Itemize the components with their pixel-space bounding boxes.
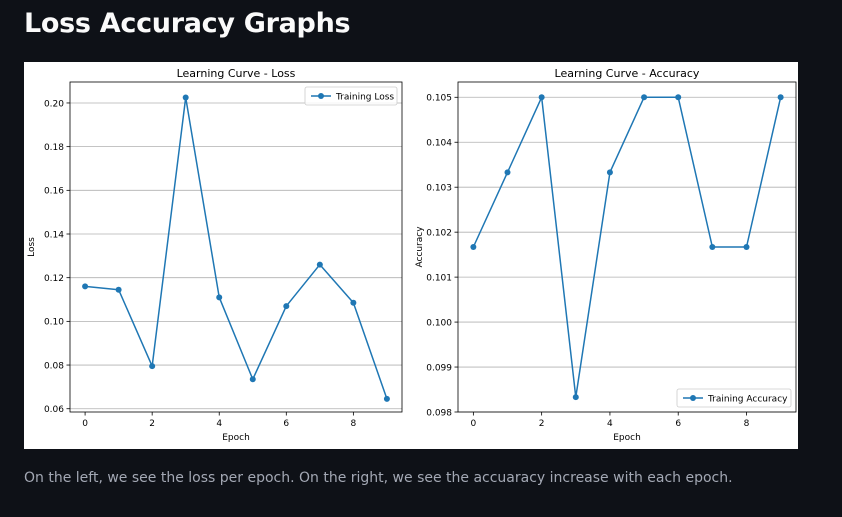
accuracy-legend: Training Accuracy — [676, 388, 792, 408]
loss-point-0 — [82, 283, 89, 290]
loss-xlabel: Epoch — [222, 433, 250, 443]
caption: On the left, we see the loss per epoch. … — [24, 470, 733, 486]
loss-legend-box — [304, 86, 398, 106]
accuracy-xtick-label-0: 0 — [470, 419, 476, 429]
loss-xtick-label-3: 6 — [283, 419, 289, 429]
accuracy-ytick-label-4: 0.102 — [426, 228, 452, 238]
page-title: Loss Accuracy Graphs — [24, 8, 351, 39]
loss-legend-marker — [318, 93, 324, 99]
accuracy-ytick-label-5: 0.103 — [426, 184, 452, 194]
accuracy-ylabel: Accuracy — [415, 226, 425, 268]
learning-curves-figure: 0.06 0.08 0.10 0.12 0.14 0.16 0.18 0.20 0 2 4 6 8 Tra… — [27, 67, 797, 443]
loss-xtick-label-1: 2 — [149, 419, 155, 429]
accuracy-legend-label: Training Accuracy — [707, 394, 788, 404]
accuracy-legend-box — [676, 388, 792, 408]
loss-ytick-label-6: 0.18 — [44, 143, 64, 153]
accuracy-ytick-label-2: 0.100 — [426, 318, 452, 328]
accuracy-point-1 — [504, 169, 511, 176]
loss-xtick-label-0: 0 — [82, 419, 88, 429]
loss-chart-title: Learning Curve - Loss — [177, 67, 296, 80]
accuracy-xtick-label-2: 4 — [607, 419, 613, 429]
accuracy-point-5 — [641, 94, 648, 101]
loss-ytick-label-2: 0.10 — [44, 318, 64, 328]
loss-point-8 — [350, 299, 357, 306]
accuracy-point-2 — [538, 94, 545, 101]
loss-point-5 — [249, 376, 256, 383]
loss-ytick-label-7: 0.20 — [44, 99, 64, 109]
loss-ylabel: Loss — [27, 237, 37, 257]
accuracy-xtick-label-3: 6 — [675, 419, 681, 429]
loss-ytick-label-3: 0.12 — [44, 274, 64, 284]
loss-point-9 — [383, 395, 390, 402]
loss-point-2 — [149, 363, 156, 370]
accuracy-ytick-label-0: 0.098 — [426, 408, 452, 418]
accuracy-point-4 — [606, 169, 613, 176]
accuracy-chart-title: Learning Curve - Accuracy — [555, 67, 700, 80]
accuracy-ytick-label-6: 0.104 — [426, 139, 452, 149]
loss-xtick-label-4: 8 — [351, 419, 357, 429]
accuracy-ytick-label-3: 0.101 — [426, 273, 452, 283]
loss-ytick-label-4: 0.14 — [44, 230, 64, 240]
accuracy-xtick-label-1: 2 — [539, 419, 545, 429]
loss-point-6 — [283, 303, 290, 310]
loss-series-line — [85, 96, 388, 400]
accuracy-point-6 — [675, 94, 682, 101]
accuracy-series-line — [472, 96, 782, 398]
loss-axes-frame — [69, 81, 403, 413]
accuracy-point-7 — [709, 244, 716, 250]
accuracy-xtick-label-4: 8 — [744, 419, 750, 429]
loss-point-4 — [216, 294, 223, 301]
accuracy-ytick-label-7: 0.105 — [426, 94, 452, 104]
accuracy-axes-frame — [457, 81, 797, 413]
accuracy-chart: 0.098 0.099 0.100 0.101 0.102 0.103 0.104 0.105… — [415, 67, 797, 443]
loss-chart: 0.06 0.08 0.10 0.12 0.14 0.16 0.18 0.20 0 2 4 6 8 Tra… — [27, 67, 403, 443]
accuracy-point-9 — [777, 94, 784, 101]
accuracy-point-0 — [470, 244, 477, 250]
loss-xtick-label-2: 4 — [216, 419, 222, 429]
loss-point-1 — [115, 286, 122, 293]
loss-ytick-label-5: 0.16 — [44, 187, 64, 197]
accuracy-legend-marker — [690, 395, 696, 401]
accuracy-point-8 — [743, 244, 750, 250]
loss-legend: Training Loss — [304, 86, 398, 106]
loss-ytick-label-1: 0.08 — [44, 361, 64, 371]
loss-point-3 — [182, 94, 189, 101]
loss-ytick-label-0: 0.06 — [44, 405, 64, 415]
accuracy-point-3 — [572, 394, 579, 401]
accuracy-xlabel: Epoch — [613, 433, 641, 443]
figure: 0.06 0.08 0.10 0.12 0.14 0.16 0.18 0.20 0 2 4 6 8 Tra… — [24, 62, 798, 449]
loss-point-7 — [316, 261, 323, 268]
loss-legend-label: Training Loss — [335, 92, 394, 102]
accuracy-ytick-label-1: 0.099 — [426, 363, 452, 373]
